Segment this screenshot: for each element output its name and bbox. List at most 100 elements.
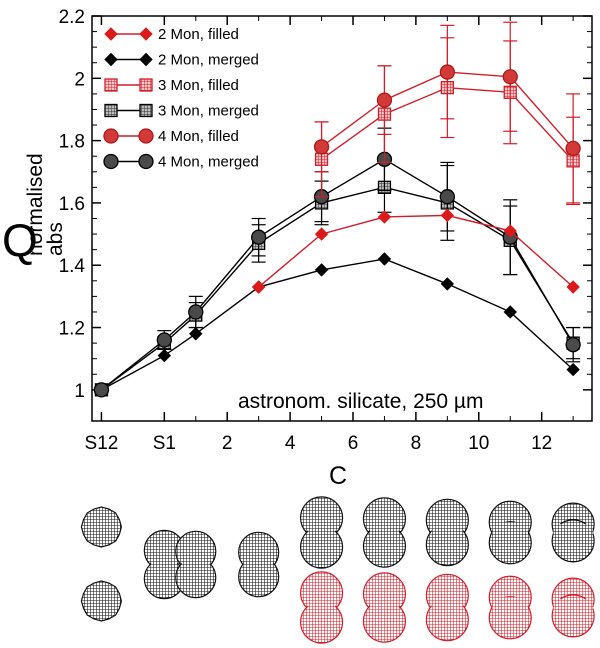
- legend-label: 2 Mon, merged: [158, 52, 259, 69]
- y-tick-label: 1.8: [59, 132, 85, 153]
- data-point: [440, 208, 455, 223]
- data-point: [189, 327, 203, 341]
- legend-marker-right: [138, 153, 154, 170]
- monomer-shapes-panel: [80, 496, 595, 644]
- data-point: [313, 139, 330, 155]
- x-tick-label: 4: [285, 433, 296, 454]
- legend-label: 4 Mon, filled: [158, 128, 239, 145]
- aggregate-filled: [551, 577, 595, 638]
- series-2-mon-filled: [251, 208, 580, 294]
- legend-marker-right: [139, 78, 153, 92]
- legend-item: 2 Mon, merged: [104, 52, 259, 69]
- legend-marker-right: [139, 27, 153, 41]
- legend-label: 2 Mon, filled: [158, 26, 239, 43]
- legend-item: 2 Mon, filled: [104, 26, 239, 43]
- aggregate-filled: [488, 575, 532, 640]
- monomer-bridge-fill: [181, 551, 210, 578]
- y-tick-label: 2.2: [59, 7, 85, 28]
- legend-marker-left: [104, 103, 118, 118]
- aggregate-merged: [143, 529, 185, 600]
- annotation: astronom. silicate, 250 µm: [238, 390, 484, 413]
- monomer-bridge-fill: [553, 524, 593, 541]
- legend-label: 3 Mon, merged: [158, 103, 259, 120]
- data-point: [157, 348, 172, 363]
- monomer-bridge-fill: [243, 552, 274, 577]
- data-point: [439, 64, 455, 80]
- y-tick-label: 1.2: [59, 319, 85, 340]
- series-line: [101, 258, 574, 391]
- series-layer: [93, 21, 581, 398]
- data-point: [93, 382, 110, 398]
- monomer-bridge-fill: [553, 599, 593, 616]
- legend-item: 3 Mon, merged: [104, 103, 259, 120]
- aggregate-filled: [299, 571, 344, 644]
- data-point: [156, 332, 172, 348]
- aggregate-filled: [362, 572, 407, 643]
- x-axis: S12 S1 2 4 6 8 10 12: [85, 16, 574, 454]
- y-tick-label: 2: [74, 69, 85, 90]
- aggregate-merged: [425, 498, 469, 567]
- monomer-single: [80, 506, 123, 548]
- y-tick-label: 1.4: [59, 256, 86, 277]
- legend-marker-left: [103, 128, 119, 144]
- series-line: [101, 186, 574, 391]
- data-point: [503, 305, 517, 319]
- series-3-mon-merged: [94, 161, 581, 397]
- y-axis-title: Q normalised abs: [2, 153, 67, 266]
- x-tick-label: 12: [531, 433, 552, 454]
- legend-label: 4 Mon, merged: [158, 154, 259, 171]
- data-point: [566, 280, 580, 294]
- aggregate-merged: [362, 497, 407, 568]
- monomer-bridge-fill: [308, 592, 335, 623]
- x-tick-label: 8: [411, 433, 422, 454]
- monomer-bridge-fill: [431, 520, 464, 545]
- monomer-bridge-fill: [151, 550, 178, 579]
- x-tick-label: 2: [222, 433, 233, 454]
- legend-label: 3 Mon, filled: [158, 77, 239, 94]
- aggregate-merged: [299, 496, 344, 569]
- legend-marker-right: [139, 52, 153, 67]
- monomer-bridge-fill: [308, 517, 335, 548]
- aggregate-merged: [488, 500, 532, 565]
- y-axis-title-superscript: normalised: [24, 153, 47, 256]
- monomer-bridge-fill: [370, 593, 399, 622]
- data-point: [440, 277, 455, 291]
- data-point: [566, 362, 580, 377]
- data-point: [503, 224, 517, 238]
- x-tick-label: 6: [348, 433, 359, 454]
- legend-marker-left: [104, 27, 118, 41]
- legend-item: 3 Mon, filled: [104, 77, 239, 94]
- data-point: [376, 92, 393, 108]
- y-axis-title-main: Q: [2, 214, 38, 266]
- legend-marker-left: [104, 78, 118, 92]
- monomer-single: [80, 580, 123, 622]
- monomer-bridge-fill: [492, 597, 528, 618]
- monomer-bridge-fill: [370, 518, 399, 547]
- data-point: [314, 263, 329, 277]
- legend-marker-right: [138, 128, 154, 144]
- series-4-mon-filled: [313, 21, 581, 204]
- legend-marker-left: [104, 52, 118, 67]
- y-axis: 1 1.2 1.4 1.6 1.8 2 2.2: [59, 7, 592, 402]
- data-point: [188, 304, 204, 320]
- y-tick-label: 1.6: [59, 194, 85, 215]
- legend-marker-left: [103, 153, 119, 170]
- monomer-bridge-fill: [431, 595, 464, 620]
- legend-item: 4 Mon, merged: [103, 153, 259, 171]
- y-tick-label: 1: [74, 381, 85, 402]
- aggregate-filled: [425, 573, 469, 642]
- series-line: [258, 214, 574, 288]
- series-line: [100, 158, 574, 391]
- legend-item: 4 Mon, filled: [103, 128, 239, 145]
- data-point: [377, 252, 392, 266]
- x-tick-label: S12: [85, 433, 119, 454]
- data-point: [251, 280, 266, 294]
- data-point: [565, 337, 581, 353]
- data-point: [502, 69, 518, 85]
- data-point: [251, 229, 267, 245]
- legend-marker-right: [139, 103, 153, 118]
- aggregate-merged: [238, 531, 280, 598]
- data-point: [439, 189, 455, 205]
- x-tick-label: 10: [468, 433, 489, 454]
